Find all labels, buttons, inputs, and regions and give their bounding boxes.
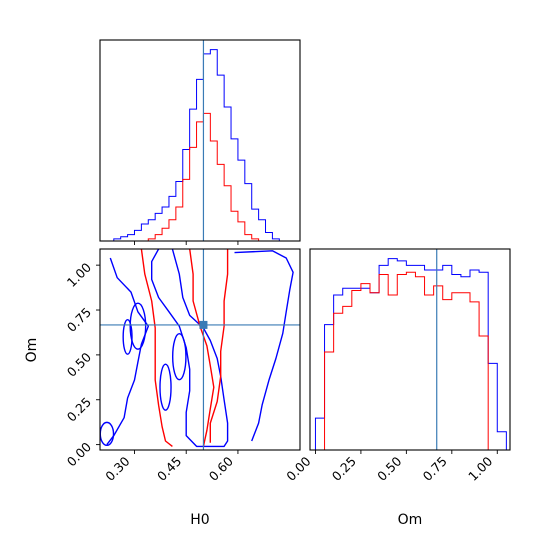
om-hist-xticklabel-4: 1.00 xyxy=(465,453,495,483)
om-yticklabel-1: 0.25 xyxy=(64,394,94,424)
histogram-series-0-0 xyxy=(100,49,300,242)
om-ylabel: Om xyxy=(24,338,40,363)
om-yticklabel-3: 0.75 xyxy=(64,305,94,335)
h0-hist-frame xyxy=(99,39,301,242)
om-yticklabel-2: 0.50 xyxy=(64,349,94,379)
contour-group xyxy=(100,249,294,448)
h0-xticklabel-2: 0.60 xyxy=(206,453,236,483)
contour-line-1 xyxy=(106,257,150,446)
contour-blob-0 xyxy=(100,421,115,447)
h0-xlabel: H0 xyxy=(190,512,209,528)
h0-xticklabel-0: 0.30 xyxy=(102,453,132,483)
om-hist-frame xyxy=(309,248,511,451)
contour-blob-2 xyxy=(122,319,133,355)
contour-line-3 xyxy=(140,249,173,447)
contour-blob-1 xyxy=(129,302,147,350)
contour-line-5 xyxy=(209,249,229,443)
truth-marker xyxy=(199,320,208,329)
om-yticklabel-0: 0.00 xyxy=(64,439,94,469)
om-hist-xticklabel-0: 0.00 xyxy=(283,453,313,483)
om-hist-xticklabel-3: 0.75 xyxy=(420,454,450,484)
om-hist-xticklabel-1: 0.25 xyxy=(329,454,359,484)
contour-blob-4 xyxy=(159,363,172,411)
om-hist-xticklabel-2: 0.50 xyxy=(374,453,404,483)
histogram-series-1-1 xyxy=(315,271,507,451)
contour-line-2 xyxy=(234,250,294,442)
om-xlabel: Om xyxy=(398,512,423,528)
om-yticklabel-4: 1.00 xyxy=(64,260,94,290)
contour-line-0 xyxy=(150,249,229,448)
contour-blob-3 xyxy=(171,333,187,381)
histogram-series-1-0 xyxy=(314,258,507,450)
contour-line-4 xyxy=(189,249,215,447)
h0-xticklabel-1: 0.45 xyxy=(154,454,184,484)
histogram-series-0-1 xyxy=(100,112,300,242)
contour-frame xyxy=(99,248,301,451)
